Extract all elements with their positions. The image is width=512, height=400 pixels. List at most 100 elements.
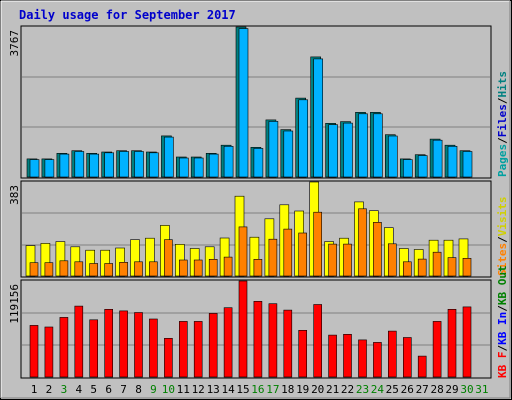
legend-hits: Hits (496, 71, 509, 98)
day-label-30: 30 (460, 383, 473, 396)
bar-sites-day-7 (119, 261, 128, 277)
bar-files-day-2 (44, 159, 55, 178)
day-label-16: 16 (251, 383, 264, 396)
bar-kbf-day-16 (253, 300, 263, 378)
day-label-25: 25 (386, 383, 399, 396)
bars (25, 26, 473, 378)
bar-kbf-day-9 (149, 318, 158, 378)
bar-kbf-day-30 (462, 306, 472, 378)
day-label-17: 17 (266, 383, 279, 396)
bar-files-day-10 (164, 136, 174, 178)
legend-files: Files (496, 104, 509, 137)
bar-kbf-day-3 (59, 317, 69, 378)
legend-kbf: KB F (496, 352, 509, 379)
bar-sites-day-22 (343, 243, 352, 277)
bar-sites-day-6 (104, 263, 113, 277)
day-label-9: 9 (150, 383, 157, 396)
bar-sites-day-8 (134, 261, 143, 277)
legend-sep-5: / (496, 305, 509, 312)
legend-kbin: KB In (496, 312, 509, 345)
bar-kbf-day-20 (313, 304, 323, 378)
bar-files-day-4 (74, 151, 85, 178)
day-label-13: 13 (207, 383, 220, 396)
bar-sites-day-14 (223, 256, 233, 277)
bar-files-day-24 (373, 113, 383, 178)
bar-kbf-day-11 (179, 321, 188, 378)
bar-sites-day-13 (208, 258, 218, 277)
day-label-23: 23 (356, 383, 369, 396)
day-label-12: 12 (192, 383, 205, 396)
hits-legend: Pages/Files/Hits (496, 71, 509, 177)
bar-files-day-5 (89, 153, 99, 178)
bar-sites-day-28 (432, 251, 442, 277)
bar-files-day-17 (268, 121, 279, 178)
bar-files-day-6 (104, 152, 114, 178)
bar-kbf-day-23 (358, 339, 367, 378)
day-label-24: 24 (371, 383, 385, 396)
bar-sites-day-23 (358, 208, 367, 277)
legend-sep-4: / (496, 345, 509, 352)
day-label-20: 20 (311, 383, 324, 396)
bar-kbf-day-6 (104, 308, 113, 378)
bar-kbf-day-13 (208, 313, 218, 378)
day-label-3: 3 (61, 383, 68, 396)
bar-sites-day-20 (313, 211, 323, 277)
svg-text:Pages/Files/Hits: Pages/Files/Hits (496, 71, 509, 177)
legend-sep-3: / (496, 236, 509, 243)
bar-sites-day-4 (74, 261, 84, 277)
bar-files-day-22 (343, 122, 353, 178)
legend-sep-1: / (496, 137, 509, 144)
day-labels: 1 2 3 4 5 6 7 8 9 10 11 12 13 14 15 16 17 18 19 20 21 22 23 24 2… (31, 383, 489, 396)
chart-title: Daily usage for September 2017 (19, 8, 236, 22)
bar-sites-day-3 (59, 260, 69, 277)
bar-files-day-14 (223, 146, 234, 178)
bar-kbf-day-5 (89, 319, 98, 378)
bar-kbf-day-26 (402, 337, 412, 378)
bar-sites-day-24 (373, 222, 382, 277)
day-label-5: 5 (90, 383, 97, 396)
day-label-31: 31 (475, 383, 488, 396)
legend-kbout: KB Out (496, 265, 509, 305)
svg-text:Sites/Visits: Sites/Visits (496, 197, 509, 277)
legend-sep-2: / (496, 97, 509, 104)
bar-files-day-29 (447, 146, 458, 178)
day-label-18: 18 (281, 383, 294, 396)
bar-files-day-20 (313, 58, 324, 178)
bar-sites-day-19 (298, 232, 308, 277)
bar-sites-day-2 (44, 262, 54, 277)
day-label-7: 7 (120, 383, 127, 396)
bar-kbf-day-7 (119, 310, 128, 378)
visits-ymax-label: 383 (8, 185, 21, 205)
bar-files-day-21 (328, 124, 338, 178)
bar-files-day-28 (432, 139, 443, 178)
bar-sites-day-17 (268, 238, 278, 277)
bar-sites-day-25 (387, 243, 397, 277)
day-label-11: 11 (177, 383, 190, 396)
bar-sites-day-9 (149, 261, 158, 277)
legend-pages: Pages (496, 144, 509, 177)
day-label-14: 14 (221, 383, 235, 396)
legend-sites: Sites (496, 243, 509, 276)
bar-kbf-day-18 (283, 309, 293, 378)
day-label-1: 1 (31, 383, 38, 396)
bar-files-day-11 (179, 157, 189, 178)
bar-sites-day-27 (417, 258, 427, 277)
bar-sites-day-18 (283, 228, 293, 277)
bar-sites-day-21 (328, 243, 337, 277)
bar-files-day-7 (119, 151, 129, 178)
bar-kbf-day-29 (447, 308, 457, 378)
bar-sites-day-5 (89, 263, 98, 277)
kb-legend: KB F/KB In/KB Out (496, 265, 509, 378)
bar-sites-day-30 (462, 257, 472, 277)
day-label-21: 21 (326, 383, 339, 396)
bar-sites-day-26 (402, 261, 412, 277)
bar-kbf-day-25 (387, 330, 397, 378)
day-label-26: 26 (401, 383, 414, 396)
svg-text:KB F/KB In/KB Out: KB F/KB In/KB Out (496, 265, 509, 378)
bar-sites-day-1 (29, 262, 39, 277)
day-label-6: 6 (105, 383, 112, 396)
day-label-22: 22 (341, 383, 354, 396)
legend-visits: Visits (496, 197, 509, 237)
bar-files-day-15 (238, 28, 249, 178)
